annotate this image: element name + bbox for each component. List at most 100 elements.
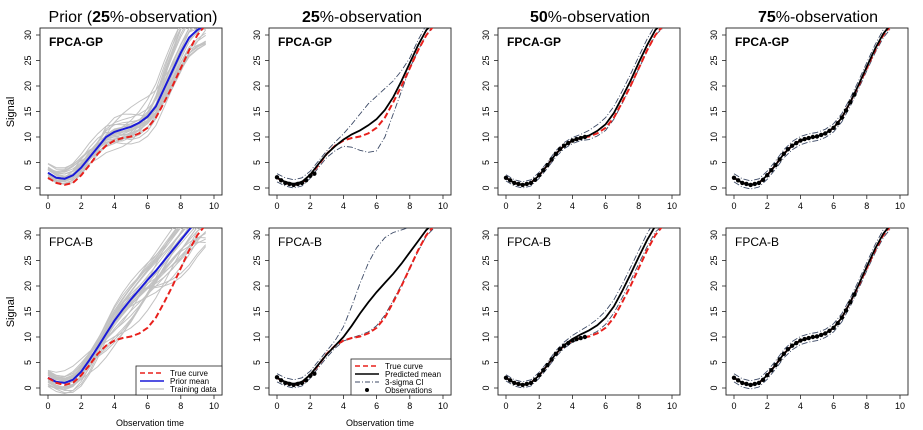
y-tick-label: 10	[709, 332, 719, 342]
observation-point	[503, 375, 509, 380]
ci-lower-line	[276, 28, 433, 189]
observation-point	[570, 338, 575, 343]
observation-point	[553, 151, 558, 157]
observation-point	[752, 181, 757, 187]
y-tick-label: 5	[23, 360, 33, 365]
x-tick-label: 2	[537, 401, 542, 411]
observation-point	[814, 134, 820, 139]
observation-point	[818, 132, 824, 138]
ci-upper-line	[505, 228, 651, 383]
observation-point	[578, 135, 583, 141]
observation-point	[283, 380, 288, 386]
x-tick-label: 0	[45, 201, 50, 211]
legend-predicted-label: Predicted mean	[385, 370, 441, 379]
observation-point	[574, 336, 579, 342]
x-tick-label: 8	[407, 201, 412, 211]
legend-true-curve-label: True curve	[170, 369, 208, 378]
observation-point	[553, 351, 558, 357]
observation-point	[814, 334, 820, 339]
x-tick-label: 4	[112, 201, 117, 211]
observation-point	[274, 175, 280, 180]
plot-area	[47, 228, 207, 395]
x-tick-label: 6	[603, 401, 608, 411]
y-axis-label-top: Signal	[5, 97, 17, 128]
observation-point	[835, 321, 840, 326]
observation-point	[291, 382, 296, 388]
observation-point	[827, 328, 832, 334]
observation-point	[818, 332, 824, 338]
y-tick-label: 30	[252, 30, 262, 40]
observation-point	[524, 181, 529, 187]
observation-point	[549, 157, 554, 162]
legend-observations-label: Observations	[385, 386, 432, 395]
x-tick-label: 0	[731, 401, 736, 411]
y-tick-label: 5	[481, 360, 491, 365]
x-tick-label: 4	[798, 401, 803, 411]
observation-point	[794, 140, 799, 146]
observation-point	[765, 373, 770, 378]
observation-point	[516, 381, 521, 387]
observation-point	[810, 334, 816, 340]
plot-frame	[268, 27, 452, 196]
plot-area	[731, 28, 892, 190]
x-tick-label: 2	[765, 401, 770, 411]
observation-point	[748, 182, 753, 188]
x-tick-label: 2	[79, 201, 84, 211]
y-tick-label: 0	[481, 185, 491, 190]
column-title-2: 25%-observation	[302, 9, 422, 26]
ci-lower-line	[505, 28, 664, 189]
observation-point	[574, 136, 579, 142]
observation-point	[810, 134, 816, 140]
observation-point	[843, 308, 849, 313]
observation-point	[541, 167, 546, 173]
y-tick-label: 5	[709, 360, 719, 365]
true-curve-line	[47, 228, 205, 386]
observation-point	[503, 175, 509, 180]
ci-upper-line	[733, 28, 886, 182]
observation-point	[545, 362, 550, 368]
y-tick-label: 25	[709, 255, 719, 265]
x-tick-label: 10	[895, 201, 905, 211]
y-tick-label: 0	[23, 385, 33, 390]
legend-posterior: True curve Predicted mean 3-sigma CI Obs…	[350, 358, 452, 396]
x-tick-label: 8	[636, 401, 641, 411]
y-tick-label: 20	[481, 81, 491, 91]
y-tick-label: 25	[23, 255, 33, 265]
observation-point	[785, 347, 791, 352]
observation-point	[566, 140, 571, 146]
panel-fpca-gp-75: 0 2 4 6 8 10 0 5 10 15 20 25 30	[709, 27, 909, 211]
observation-point	[520, 182, 525, 188]
column-title-3: 50%-observation	[530, 9, 650, 26]
x-tick-label: 8	[864, 401, 869, 411]
observation-point	[524, 381, 529, 387]
observation-point	[760, 377, 766, 383]
plot-frame	[497, 227, 681, 396]
y-tick-label: 10	[709, 132, 719, 142]
observation-point	[303, 378, 309, 383]
legend-training-label: Training data	[170, 385, 217, 394]
observation-point	[278, 178, 284, 183]
x-tick-label: 0	[731, 201, 736, 211]
y-tick-label: 0	[252, 385, 262, 390]
legend-prior-mean-label: Prior mean	[170, 377, 209, 386]
observation-point	[802, 136, 807, 142]
y-tick-label: 25	[481, 255, 491, 265]
y-tick-label: 15	[23, 306, 33, 316]
y-tick-label: 30	[252, 230, 262, 240]
y-tick-label: 10	[481, 332, 491, 342]
observation-point	[299, 180, 305, 186]
predicted-mean-line	[276, 228, 430, 385]
x-axis-label-1: Observation time	[116, 418, 184, 428]
observation-point	[287, 181, 292, 187]
training-curve	[47, 228, 178, 380]
y-tick-label: 25	[709, 55, 719, 65]
observation-point	[835, 121, 840, 126]
plot-area	[47, 28, 207, 186]
x-tick-label: 10	[667, 401, 677, 411]
observation-point	[735, 178, 741, 183]
observation-point	[773, 362, 778, 368]
x-tick-label: 0	[503, 401, 508, 411]
y-tick-label: 20	[23, 281, 33, 291]
observation-point	[798, 338, 803, 343]
x-tick-label: 6	[831, 201, 836, 211]
